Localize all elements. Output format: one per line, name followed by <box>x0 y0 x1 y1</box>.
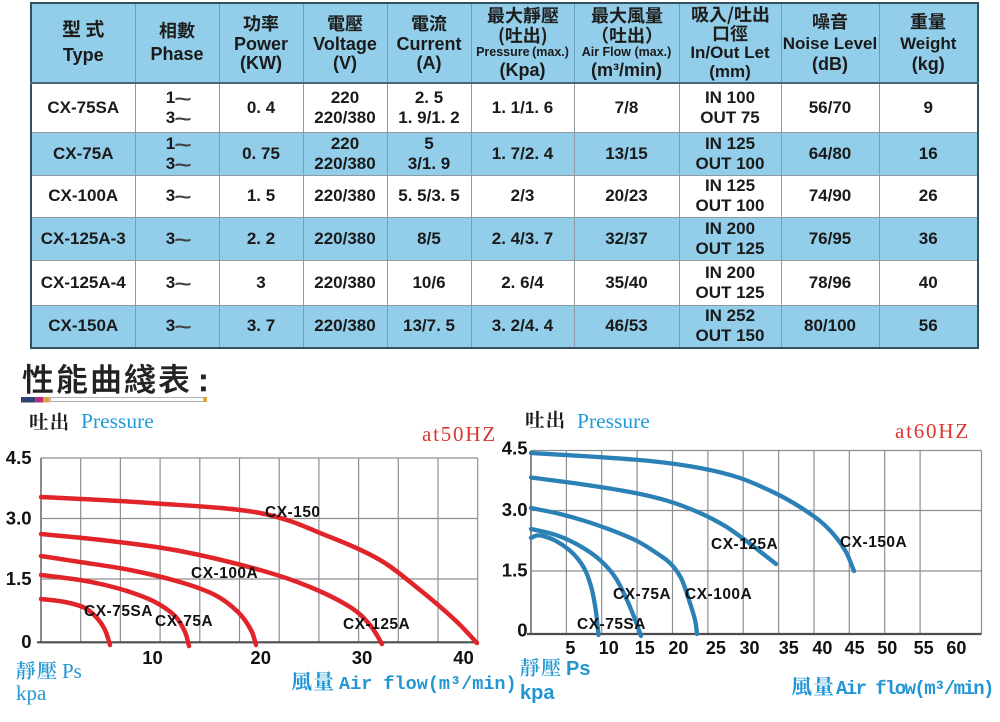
svg-text:Air flow(m³/min): Air flow(m³/min) <box>836 678 993 700</box>
svg-text:Pressure: Pressure <box>81 409 154 433</box>
svg-text:3.0: 3.0 <box>6 508 32 529</box>
svg-text:10: 10 <box>142 647 163 668</box>
svg-text:CX-75SA: CX-75SA <box>577 616 646 633</box>
svg-text:Ps: Ps <box>566 658 590 680</box>
svg-text:45: 45 <box>845 638 865 658</box>
svg-text:CX-100A: CX-100A <box>685 586 752 603</box>
svg-text:0: 0 <box>21 631 31 652</box>
svg-text:40: 40 <box>812 638 832 658</box>
svg-text:60: 60 <box>946 638 966 658</box>
svg-text:40: 40 <box>453 647 474 668</box>
svg-text:3.0: 3.0 <box>502 499 528 520</box>
svg-text:CX-100A: CX-100A <box>191 565 258 582</box>
svg-text:35: 35 <box>779 638 799 658</box>
svg-text:CX-125A: CX-125A <box>711 536 778 553</box>
svg-text:20: 20 <box>250 647 271 668</box>
svg-text:30: 30 <box>352 647 373 668</box>
svg-text:4.5: 4.5 <box>502 438 528 459</box>
svg-text:0: 0 <box>517 620 527 641</box>
svg-text:CX-150: CX-150 <box>265 504 321 521</box>
svg-text:55: 55 <box>914 638 934 658</box>
svg-text:Air flow(m³/min): Air flow(m³/min) <box>339 674 517 695</box>
svg-text:at60HZ: at60HZ <box>895 419 970 443</box>
svg-text:30: 30 <box>739 638 759 658</box>
svg-text:Pressure: Pressure <box>577 409 650 433</box>
svg-text:CX-125A: CX-125A <box>343 616 410 633</box>
svg-text:kpa: kpa <box>16 681 47 705</box>
svg-text:20: 20 <box>668 638 688 658</box>
svg-text:15: 15 <box>635 638 655 658</box>
svg-text:5: 5 <box>565 638 575 658</box>
svg-text:50: 50 <box>877 638 897 658</box>
svg-text:CX-150A: CX-150A <box>840 534 907 551</box>
svg-text:4.5: 4.5 <box>6 447 32 468</box>
svg-text:at50HZ: at50HZ <box>422 422 497 446</box>
svg-text:kpa: kpa <box>520 682 555 704</box>
svg-text:CX-75A: CX-75A <box>155 613 213 630</box>
svg-text:25: 25 <box>706 638 726 658</box>
svg-text:CX-75A: CX-75A <box>613 586 671 603</box>
svg-text:1.5: 1.5 <box>6 568 32 589</box>
svg-text:1.5: 1.5 <box>502 560 528 581</box>
svg-text:CX-75SA: CX-75SA <box>84 603 153 620</box>
svg-text:10: 10 <box>599 638 619 658</box>
svg-text:Ps: Ps <box>62 659 82 683</box>
